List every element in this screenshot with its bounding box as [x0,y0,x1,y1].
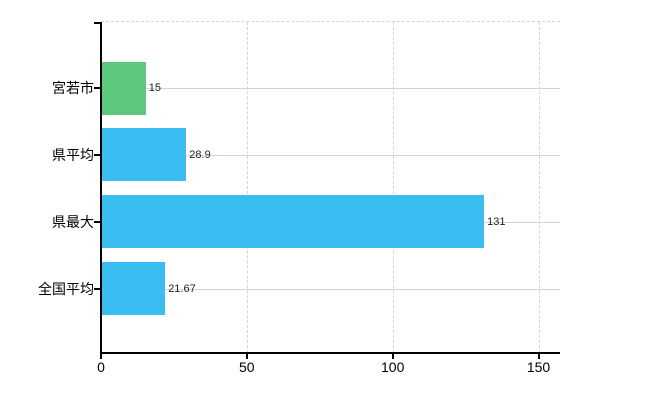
gridline-horizontal [101,288,560,290]
category-label: 県最大 [52,213,94,230]
value-label: 15 [148,82,162,94]
chart-bar[interactable] [102,128,187,182]
gridline-horizontal [101,88,560,89]
y-axis-line [100,21,102,354]
category-label: 宮若市 [52,80,94,96]
category-label: 全国平均 [38,280,94,297]
chart-bar[interactable] [102,61,146,115]
x-tick [245,353,248,359]
x-tick [391,353,394,359]
gridline-vertical [246,21,248,353]
value-label: 131 [487,215,506,228]
category-label: 県平均 [52,146,94,163]
x-tick-label: 0 [97,359,105,375]
y-tick [94,287,100,290]
y-tick [94,21,100,24]
x-tick [537,353,540,359]
chart-bar[interactable] [102,262,166,315]
x-tick-label: 50 [239,359,255,375]
x-axis-line [100,352,560,354]
y-tick [94,220,100,223]
value-label: 21.67 [168,282,196,295]
y-tick [94,153,100,156]
gridline-vertical [392,21,394,353]
gridline-vertical [538,21,540,353]
plot-top-border [101,20,560,22]
x-tick-label: 150 [526,359,551,375]
y-tick [94,87,100,89]
chart-bar[interactable] [102,195,485,249]
gridline-horizontal [101,154,560,156]
value-label: 28.9 [189,148,211,161]
x-tick [100,353,102,359]
x-tick-label: 100 [381,359,405,375]
